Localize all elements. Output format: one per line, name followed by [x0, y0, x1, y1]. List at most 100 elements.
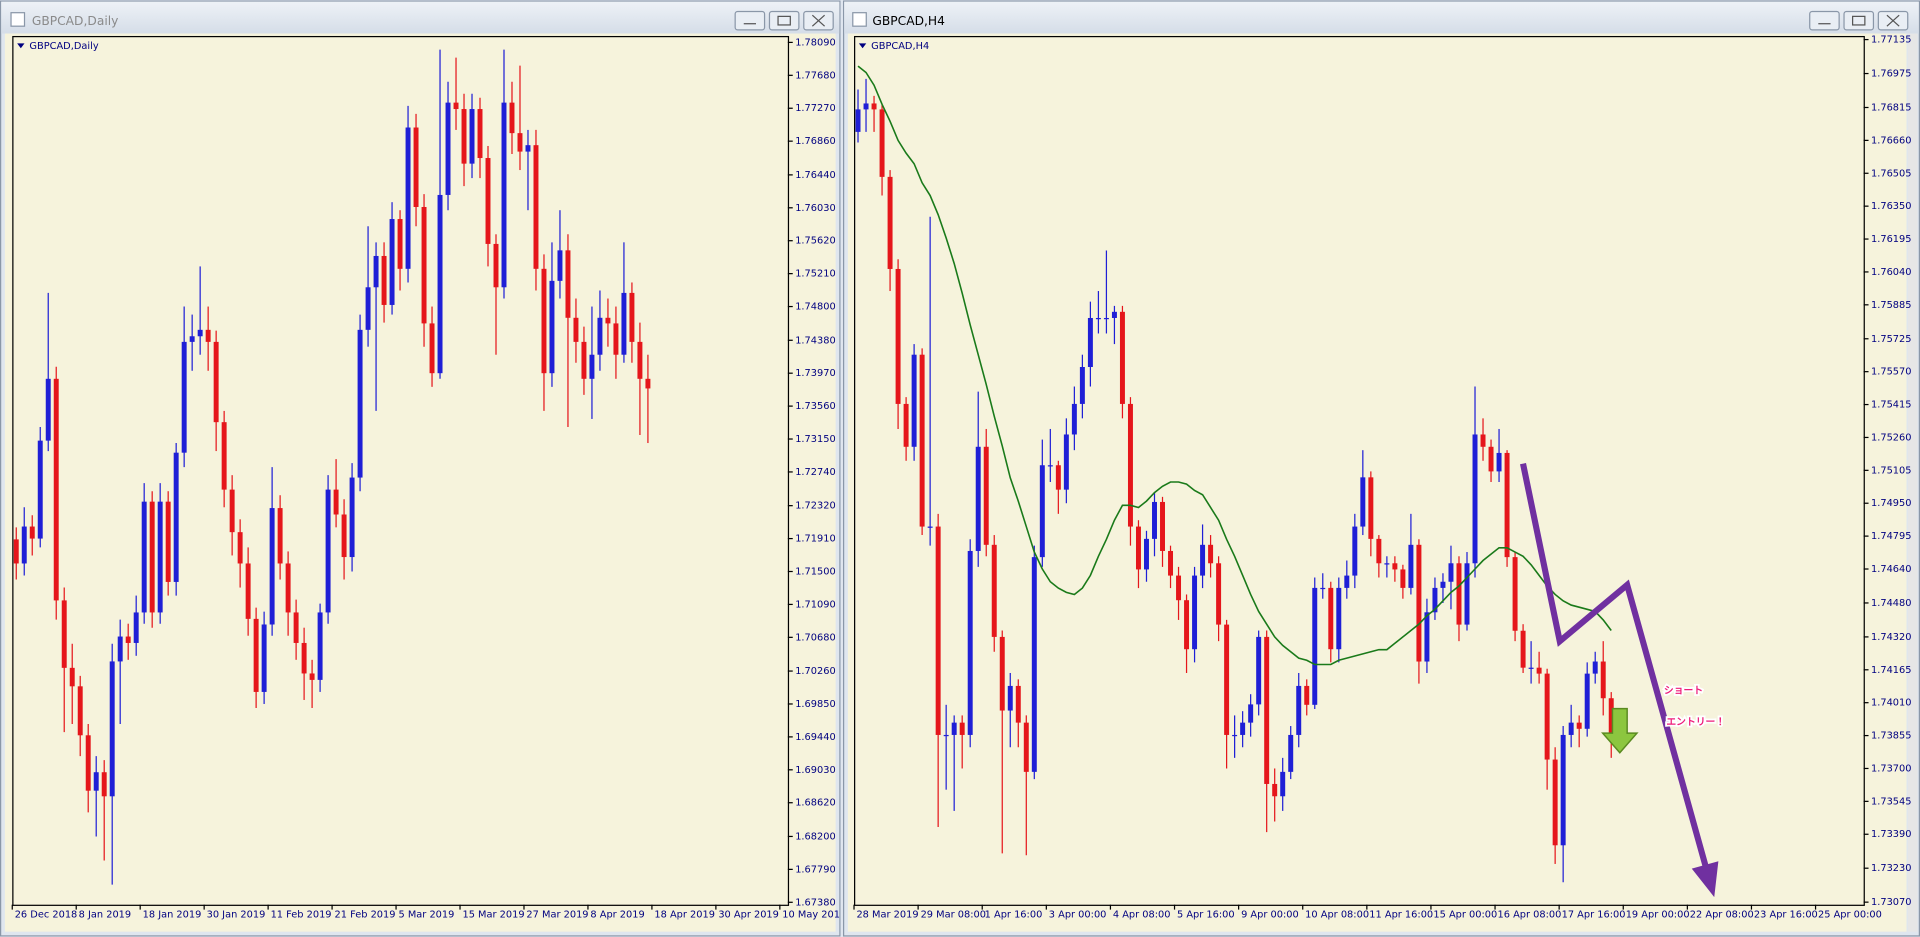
candle-body — [1368, 477, 1374, 539]
icon — [1886, 14, 1900, 27]
candle-body — [389, 219, 395, 305]
y-tick-label: 1.73070 — [1871, 897, 1912, 908]
candle-body — [13, 539, 19, 564]
candle-body — [357, 329, 363, 478]
y-tick-label: 1.73230 — [1871, 863, 1912, 874]
candle-body — [1304, 685, 1310, 705]
x-tick-label: 15 Apr 00:00 — [1433, 909, 1497, 920]
annotation-text: エントリー！ — [1666, 716, 1725, 728]
candle-body — [1512, 557, 1518, 631]
y-tick-label: 1.68200 — [795, 831, 836, 842]
y-tick-label: 1.78090 — [795, 37, 836, 48]
candle-body — [477, 109, 483, 159]
label-arrow — [858, 43, 867, 49]
y-tick-label: 1.73700 — [1871, 763, 1912, 774]
candle-body — [1560, 734, 1566, 846]
candle-body — [325, 489, 331, 613]
candle-body — [935, 526, 941, 735]
chart-h4: 1.73070 1.73230 1.73390 1.73545 1.73700 1.738… — [853, 35, 1912, 920]
chart-label: GBPCAD,H4 — [871, 41, 929, 52]
y-tick-label: 1.76505 — [1871, 168, 1912, 179]
x-tick-label: 5 Mar 2019 — [399, 909, 455, 920]
candle-body — [597, 317, 603, 355]
candle-body — [645, 378, 651, 389]
candle-body — [469, 109, 475, 164]
scrollbar[interactable] — [1907, 33, 1918, 932]
candle-body — [1031, 557, 1037, 772]
candle-body — [485, 158, 491, 244]
candle-body — [959, 722, 965, 735]
candle-body — [133, 612, 139, 643]
candle-body — [101, 772, 107, 797]
candle-body — [1039, 465, 1045, 558]
label-arrow — [17, 43, 25, 49]
x-tick-label: 16 Apr 08:00 — [1497, 909, 1561, 920]
candle-body — [341, 514, 347, 558]
y-tick-label: 1.73150 — [795, 434, 836, 445]
x-tick-label: 27 Mar 2019 — [526, 909, 588, 920]
candle-body — [629, 292, 635, 342]
chart-daily: 1.67380 1.67790 1.68200 1.68620 1.69030 1.694… — [11, 37, 841, 920]
candle-body — [991, 544, 997, 637]
window-daily: GBPCAD,Daily GBPCAD,Daily 1.67380 1.67790… — [0, 0, 841, 937]
candle-body — [1272, 783, 1278, 797]
plot-border — [12, 35, 790, 906]
moving-average — [857, 65, 1612, 666]
candle-body — [309, 673, 315, 680]
y-tick-label: 1.77135 — [1871, 35, 1912, 46]
maximize-button[interactable] — [768, 10, 800, 31]
candle-body — [637, 341, 643, 379]
candle-body — [1488, 446, 1494, 472]
y-tick-label: 1.74795 — [1871, 531, 1912, 542]
candle-body — [93, 772, 99, 791]
y-tick-label: 1.77680 — [795, 70, 836, 81]
candle-body — [1360, 477, 1366, 527]
candle-body — [1047, 465, 1053, 467]
candle-body — [1352, 526, 1358, 576]
x-tick-label: 11 Feb 2019 — [271, 909, 332, 920]
window-h4: GBPCAD,H4 GBPCAD,H4 1.73070 1.73230 1.7339… — [842, 0, 1920, 937]
x-tick-label: 9 Apr 00:00 — [1241, 909, 1299, 920]
minimize-button[interactable] — [1809, 10, 1840, 31]
candle-body — [943, 734, 949, 737]
candle-body — [1079, 367, 1085, 404]
candle-body — [1336, 587, 1342, 650]
candle-body — [549, 280, 555, 374]
x-tick-label: 18 Apr 2019 — [654, 909, 715, 920]
x-tick-label: 17 Apr 16:00 — [1562, 909, 1626, 920]
y-tick-label: 1.75570 — [1871, 367, 1912, 378]
candle-body — [1015, 685, 1021, 723]
candle-body — [919, 354, 925, 527]
candle-body — [1111, 311, 1117, 318]
candle-body — [541, 268, 547, 374]
y-tick-label: 1.75620 — [795, 236, 836, 247]
y-tick-label: 1.77270 — [795, 103, 836, 114]
window-buttons[interactable] — [1809, 10, 1909, 31]
y-tick-label: 1.73855 — [1871, 731, 1912, 742]
candle-body — [1392, 563, 1398, 570]
candle-body — [1144, 538, 1149, 570]
candle-body — [1264, 636, 1270, 784]
y-tick-label: 1.76815 — [1871, 102, 1912, 113]
candle-body — [1184, 600, 1190, 650]
window-buttons[interactable] — [734, 10, 834, 31]
candle-body — [1103, 317, 1109, 320]
candle-body — [895, 268, 901, 404]
x-tick-label: 23 Apr 16:00 — [1754, 909, 1818, 920]
candle-body — [1192, 575, 1198, 650]
candle-body — [189, 336, 195, 342]
candle-body — [1328, 587, 1334, 650]
y-tick-label: 1.74010 — [1871, 698, 1912, 709]
x-tick-label: 10 Apr 08:00 — [1305, 909, 1369, 920]
candle-body — [69, 667, 75, 687]
candle-body — [397, 219, 403, 269]
candle-body — [197, 329, 203, 337]
window-title: GBPCAD,H4 — [872, 14, 945, 28]
candle-body — [1552, 759, 1558, 846]
maximize-button[interactable] — [1843, 10, 1875, 31]
y-tick-label: 1.74380 — [795, 335, 836, 346]
minimize-button[interactable] — [734, 10, 766, 31]
candle-body — [1496, 452, 1502, 472]
y-tick-label: 1.75210 — [795, 269, 836, 280]
